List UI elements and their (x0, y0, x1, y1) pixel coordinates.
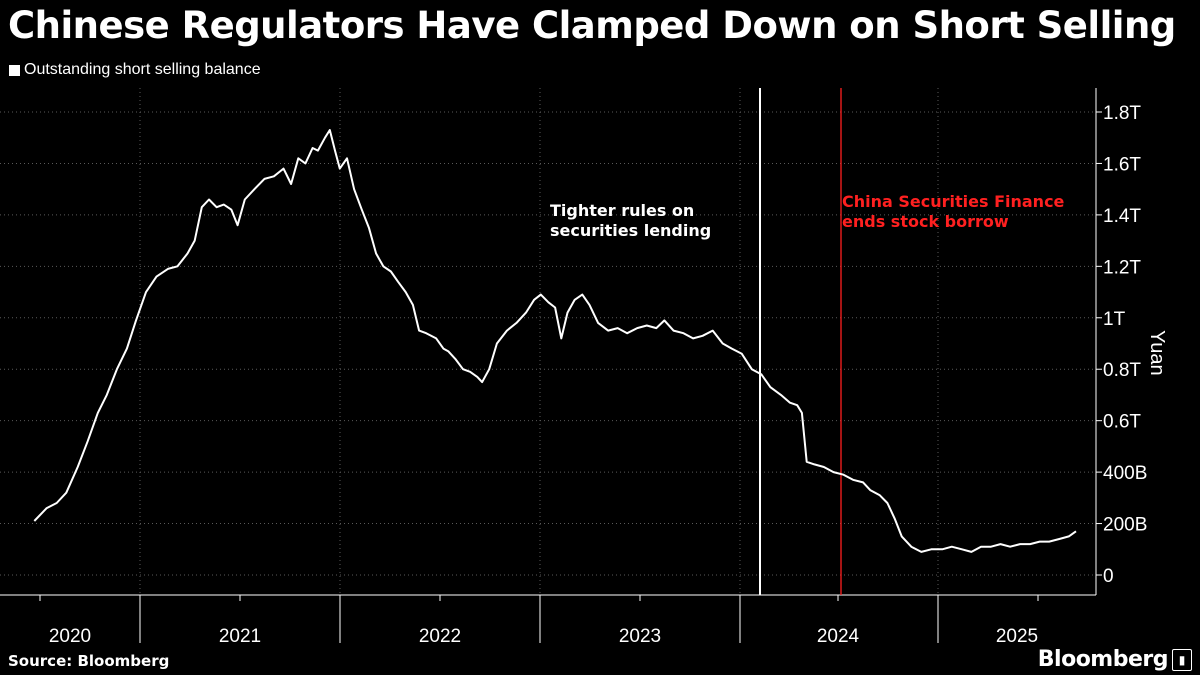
annotation-tighter-rules: Tighter rules on securities lending (550, 201, 711, 241)
legend-swatch (9, 64, 20, 76)
legend-label: Outstanding short selling balance (24, 61, 261, 78)
y-axis-unit-label: Yuan (1146, 330, 1168, 376)
y-tick-label: 1.6T (1103, 154, 1141, 175)
x-tick-label: 2021 (219, 626, 261, 647)
y-tick-label: 1T (1103, 309, 1126, 330)
x-tick-label: 2023 (619, 626, 661, 647)
x-tick-label: 2025 (996, 626, 1038, 647)
annotation-csf-borrow: China Securities Finance ends stock borr… (842, 192, 1064, 232)
y-tick-label: 400B (1103, 463, 1147, 484)
y-tick-label: 1.2T (1103, 257, 1141, 278)
y-tick-label: 200B (1103, 515, 1147, 536)
source-note: Source: Bloomberg (8, 652, 170, 670)
annotation-line: Tighter rules on (550, 201, 695, 220)
y-tick-label: 0.8T (1103, 360, 1141, 381)
legend: Outstanding short selling balance (9, 61, 261, 79)
y-tick-label: 1.4T (1103, 206, 1141, 227)
annotation-line: China Securities Finance (842, 192, 1065, 211)
brand-mark-icon: ▮ (1172, 649, 1192, 671)
annotation-line: ends stock borrow (842, 212, 1009, 231)
chart-title: Chinese Regulators Have Clamped Down on … (8, 4, 1176, 47)
brand-logo: Bloomberg (1037, 647, 1169, 672)
y-tick-label: 1.8T (1103, 103, 1141, 124)
x-tick-label: 2024 (817, 626, 860, 647)
annotation-line: securities lending (550, 221, 712, 240)
series-line (33, 129, 1077, 553)
x-tick-label: 2022 (419, 626, 461, 647)
x-tick-label: 2020 (49, 626, 91, 647)
y-tick-label: 0 (1103, 566, 1114, 587)
y-tick-label: 0.6T (1103, 412, 1141, 433)
